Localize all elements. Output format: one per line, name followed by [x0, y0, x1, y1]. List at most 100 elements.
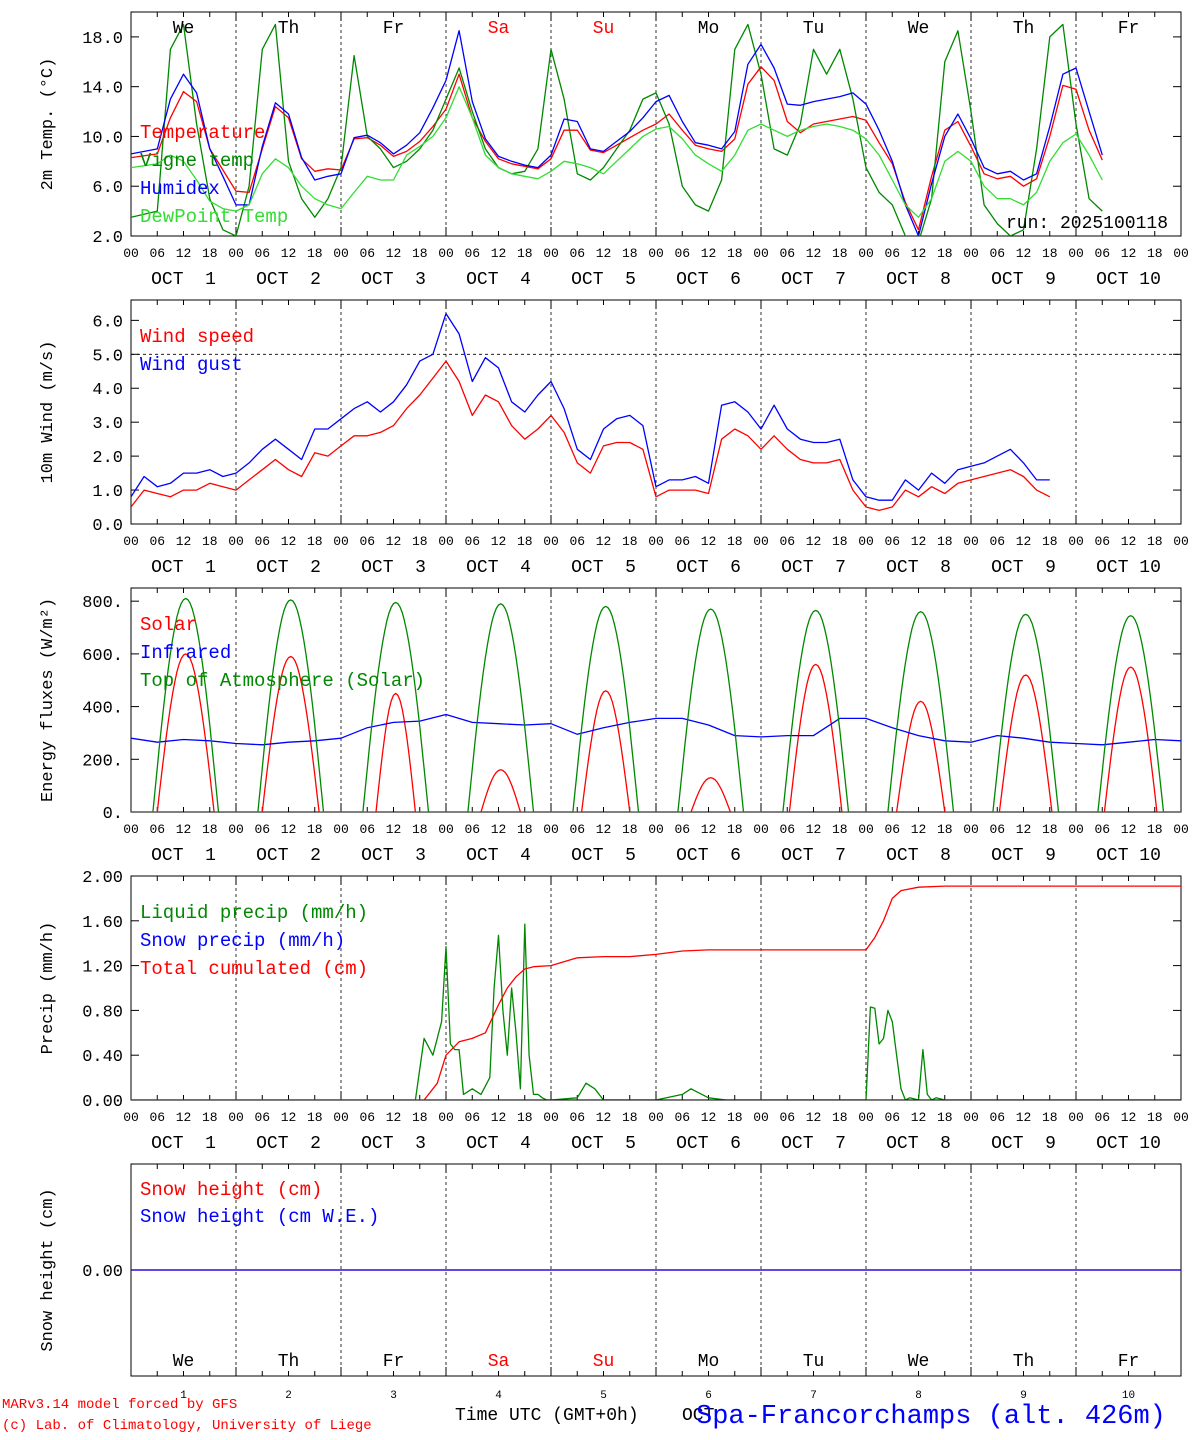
hour-label: 12	[281, 822, 297, 837]
date-label: OCT 7	[781, 558, 846, 578]
hour-label: 12	[281, 534, 297, 549]
date-label: OCT 1	[151, 846, 216, 866]
hour-label: 06	[464, 822, 480, 837]
date-label: OCT 10	[1096, 270, 1161, 290]
y-axis-label: Energy fluxes (W/m²)	[39, 598, 58, 802]
hour-label: 00	[228, 822, 244, 837]
hour-label: 18	[412, 1110, 428, 1125]
date-label: OCT 10	[1096, 558, 1161, 578]
hour-label: 18	[1147, 1110, 1163, 1125]
y-tick-label: 2.0	[92, 449, 123, 468]
hour-label: 12	[596, 822, 612, 837]
hour-label: 00	[333, 534, 349, 549]
y-tick-label: 800.	[82, 594, 123, 613]
y-tick-label: 6.0	[92, 313, 123, 332]
hour-label: 06	[464, 1110, 480, 1125]
date-label: OCT 5	[571, 558, 636, 578]
hour-label: 12	[911, 1110, 927, 1125]
hour-label: 18	[412, 534, 428, 549]
hour-label: 00	[228, 1110, 244, 1125]
hour-label: 06	[149, 1110, 165, 1125]
day-name-label: We	[908, 1352, 930, 1372]
hour-label: 18	[832, 246, 848, 261]
hour-label: 00	[333, 246, 349, 261]
legend-entry: Infrared	[140, 642, 231, 664]
hour-label: 06	[254, 822, 270, 837]
day-number-label: 10	[1122, 1390, 1135, 1402]
date-label: OCT 9	[991, 846, 1056, 866]
hour-label: 12	[176, 1110, 192, 1125]
date-label: OCT 2	[256, 1134, 321, 1154]
series-liquid-precip-mm-h	[131, 923, 1181, 1100]
hour-label: 12	[386, 534, 402, 549]
hour-label: 06	[1094, 246, 1110, 261]
hour-label: 06	[254, 1110, 270, 1125]
hour-label: 12	[1016, 246, 1032, 261]
hour-label: 18	[937, 534, 953, 549]
hour-label: 12	[1121, 246, 1137, 261]
hour-label: 06	[1094, 1110, 1110, 1125]
date-label: OCT 1	[151, 270, 216, 290]
hour-label: 00	[858, 534, 874, 549]
panel-snow: 0.00 Snow height (cm) Snow height (cm) Snow…	[39, 1163, 1182, 1402]
hour-label: 06	[884, 1110, 900, 1125]
hour-label: 00	[1173, 534, 1189, 549]
footer-model-text: MARv3.14 model forced by GFS	[2, 1397, 238, 1413]
date-label: OCT 7	[781, 270, 846, 290]
hour-label: 06	[359, 822, 375, 837]
date-label: OCT 5	[571, 846, 636, 866]
hour-label: 18	[1147, 534, 1163, 549]
legend-entry: Wind speed	[140, 326, 254, 348]
day-name-label: Mo	[698, 19, 720, 39]
hour-label: 12	[701, 822, 717, 837]
hour-label: 18	[307, 534, 323, 549]
y-tick-label: 1.0	[92, 483, 123, 502]
legend-entry: Wind gust	[140, 354, 243, 376]
date-label: OCT 6	[676, 846, 741, 866]
hour-label: 00	[1068, 534, 1084, 549]
footer-oct-label: OCT	[682, 1406, 715, 1426]
hour-label: 18	[1147, 246, 1163, 261]
y-tick-label: 14.0	[82, 80, 123, 99]
y-axis-label: 2m Temp. (°C)	[39, 58, 58, 191]
y-axis-label: Snow height (cm)	[39, 1188, 58, 1351]
y-tick-label: 0.00	[82, 1093, 123, 1112]
date-label: OCT 6	[676, 1134, 741, 1154]
day-name-label: Mo	[698, 1352, 720, 1372]
series-wind-speed	[131, 360, 1051, 512]
y-tick-label: 0.	[103, 805, 123, 824]
date-label: OCT 9	[991, 1134, 1056, 1154]
hour-label: 06	[149, 534, 165, 549]
hour-label: 18	[622, 1110, 638, 1125]
hour-label: 18	[412, 822, 428, 837]
hour-label: 06	[989, 1110, 1005, 1125]
hour-label: 18	[937, 822, 953, 837]
y-tick-label: 6.0	[92, 179, 123, 198]
date-label: OCT 10	[1096, 1134, 1161, 1154]
date-label: OCT 9	[991, 558, 1056, 578]
date-label: OCT 1	[151, 558, 216, 578]
legend-entry: Temperature	[140, 122, 265, 144]
hour-label: 12	[701, 534, 717, 549]
date-label: OCT 8	[886, 558, 951, 578]
hour-label: 06	[674, 246, 690, 261]
legend-entry: Snow precip (mm/h)	[140, 930, 345, 952]
date-label: OCT 7	[781, 846, 846, 866]
hour-label: 12	[596, 534, 612, 549]
hour-label: 00	[228, 534, 244, 549]
hour-label: 18	[622, 246, 638, 261]
hour-label: 18	[202, 822, 218, 837]
hour-label: 18	[517, 246, 533, 261]
hour-label: 00	[648, 1110, 664, 1125]
hour-label: 00	[858, 822, 874, 837]
panel-precip: 0.00 0.40 0.80 1.20 1.60 2.00 Precip (mm/h) Liq…	[39, 869, 1189, 1154]
hour-label: 06	[884, 246, 900, 261]
hour-label: 12	[806, 246, 822, 261]
date-label: OCT 5	[571, 270, 636, 290]
hour-label: 06	[674, 1110, 690, 1125]
hour-label: 18	[727, 534, 743, 549]
hour-label: 18	[202, 534, 218, 549]
day-number-label: 1	[180, 1390, 187, 1402]
hour-label: 00	[753, 246, 769, 261]
date-label: OCT 8	[886, 1134, 951, 1154]
